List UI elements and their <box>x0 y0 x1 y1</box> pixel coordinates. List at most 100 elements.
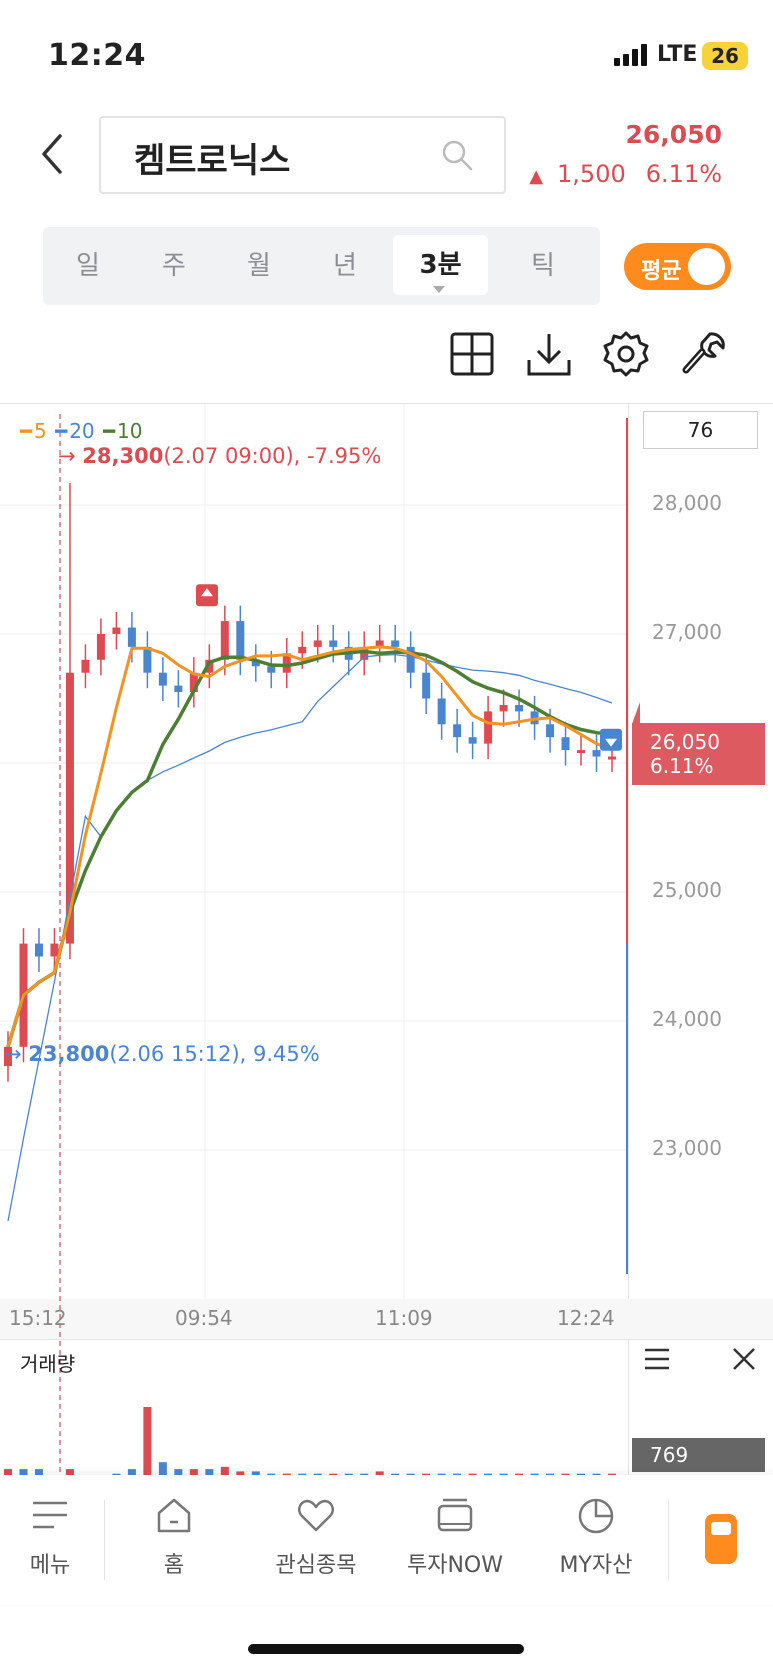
x-tick-label: 09:54 <box>175 1306 233 1330</box>
high-point-marker-arrow <box>201 588 213 597</box>
chart-area[interactable] <box>0 403 773 1476</box>
y-axis-divider <box>628 404 629 1476</box>
candle <box>112 627 121 634</box>
ma-5-label: 5 <box>34 419 47 443</box>
home-indicator <box>248 1644 524 1654</box>
menu-icon <box>33 1501 67 1529</box>
x-tick-label: 15:12 <box>9 1306 67 1330</box>
volume-bar <box>158 1462 167 1476</box>
nav-menu[interactable]: 메뉴 <box>0 1495 110 1579</box>
volume-bar <box>282 1473 291 1476</box>
volume-bar <box>127 1469 136 1476</box>
candle <box>561 737 570 751</box>
menu-icon[interactable] <box>644 1347 670 1371</box>
volume-bar <box>391 1473 400 1476</box>
tab-day[interactable]: 일 <box>76 251 100 281</box>
wrench-icon[interactable] <box>680 330 728 378</box>
volume-bar <box>251 1471 260 1476</box>
y-tick-label: 27,000 <box>652 620 722 644</box>
grid-icon[interactable] <box>448 330 496 378</box>
search-icon[interactable] <box>440 138 474 172</box>
candle <box>205 659 214 673</box>
candle <box>375 640 384 647</box>
volume-bar <box>4 1469 12 1476</box>
low-annotation: → 23,800(2.06 15:12), 9.45% <box>4 1042 320 1066</box>
low-detail: (2.06 15:12), 9.45% <box>109 1042 320 1066</box>
nav-watchlist-label: 관심종목 <box>275 1553 357 1578</box>
volume-bar <box>375 1471 384 1476</box>
candle <box>143 646 152 673</box>
tab-3min[interactable]: 3분 <box>393 235 488 295</box>
candle <box>453 724 462 738</box>
tab-year[interactable]: 년 <box>333 251 357 281</box>
nav-watchlist[interactable]: 관심종목 <box>256 1495 376 1579</box>
candle <box>499 704 508 712</box>
tab-tick[interactable]: 틱 <box>531 251 555 281</box>
bottom-nav <box>0 1475 773 1605</box>
candle <box>546 724 555 738</box>
change-percent: 6.11% <box>645 160 722 188</box>
high-price: 28,300 <box>82 444 164 468</box>
stack-icon <box>437 1498 473 1532</box>
x-tick-label: 12:24 <box>557 1306 615 1330</box>
phone-order-icon[interactable] <box>705 1514 737 1564</box>
nav-invest-now-label: 투자NOW <box>406 1553 503 1578</box>
ma-legend: ━ 5 ━ 20 ━ 10 <box>20 419 145 443</box>
candle <box>236 621 245 660</box>
ma-5-legend: ━ <box>20 419 33 443</box>
arrow-right-icon: → <box>58 444 83 468</box>
volume-bar <box>112 1473 121 1476</box>
candle <box>81 659 90 673</box>
x-axis-band <box>0 1299 773 1339</box>
nav-invest-now[interactable]: 투자NOW <box>395 1495 515 1579</box>
volume-bar <box>344 1473 353 1476</box>
axis-value-box[interactable]: 76 <box>643 411 758 449</box>
stock-search-box[interactable] <box>99 116 506 194</box>
nav-home[interactable]: 홈 <box>114 1495 234 1579</box>
volume-bar <box>34 1469 43 1476</box>
stock-name[interactable]: 켐트로닉스 <box>134 141 291 181</box>
nav-menu-label: 메뉴 <box>29 1553 71 1578</box>
candle <box>34 943 43 957</box>
candle <box>251 659 260 667</box>
chevron-down-icon <box>433 286 445 293</box>
back-icon[interactable] <box>38 132 70 176</box>
tab-week[interactable]: 주 <box>162 251 186 281</box>
nav-my-assets[interactable]: MY자산 <box>536 1495 656 1579</box>
status-time: 12:24 <box>48 38 146 73</box>
price-chart[interactable] <box>0 404 773 1476</box>
current-price: 26,050 <box>625 120 722 149</box>
candle <box>422 672 431 699</box>
candle <box>608 756 616 760</box>
candle <box>313 640 322 647</box>
settings-icon[interactable] <box>602 330 650 378</box>
volume-bar <box>267 1473 276 1476</box>
network-label: LTE <box>657 42 698 67</box>
battery-indicator: 26 <box>702 42 748 70</box>
y-tick-label: 25,000 <box>652 878 722 902</box>
candle <box>406 646 415 673</box>
high-annotation: → 28,300(2.07 09:00), -7.95% <box>58 444 381 468</box>
volume-bar <box>453 1473 462 1476</box>
home-icon <box>157 1498 191 1533</box>
ma-20-legend: ━ <box>55 419 68 443</box>
candle <box>515 704 524 712</box>
tab-month[interactable]: 월 <box>247 251 271 281</box>
toggle-knob <box>688 248 725 285</box>
volume-bar <box>437 1473 446 1476</box>
volume-bar <box>298 1473 307 1476</box>
volume-bar <box>608 1473 616 1476</box>
volume-bar <box>19 1469 28 1476</box>
volume-bar <box>561 1473 570 1476</box>
volume-divider <box>0 1339 773 1340</box>
candle <box>189 672 198 693</box>
heart-icon <box>298 1499 334 1532</box>
signal-icon <box>614 44 647 66</box>
candle <box>65 672 74 944</box>
download-icon[interactable] <box>525 330 573 378</box>
ma-5-line <box>6 645 613 1048</box>
change-amount: 1,500 <box>557 160 626 188</box>
volume-bar <box>236 1471 245 1476</box>
ma-10-legend: ━ <box>103 419 116 443</box>
close-icon[interactable] <box>732 1347 756 1371</box>
